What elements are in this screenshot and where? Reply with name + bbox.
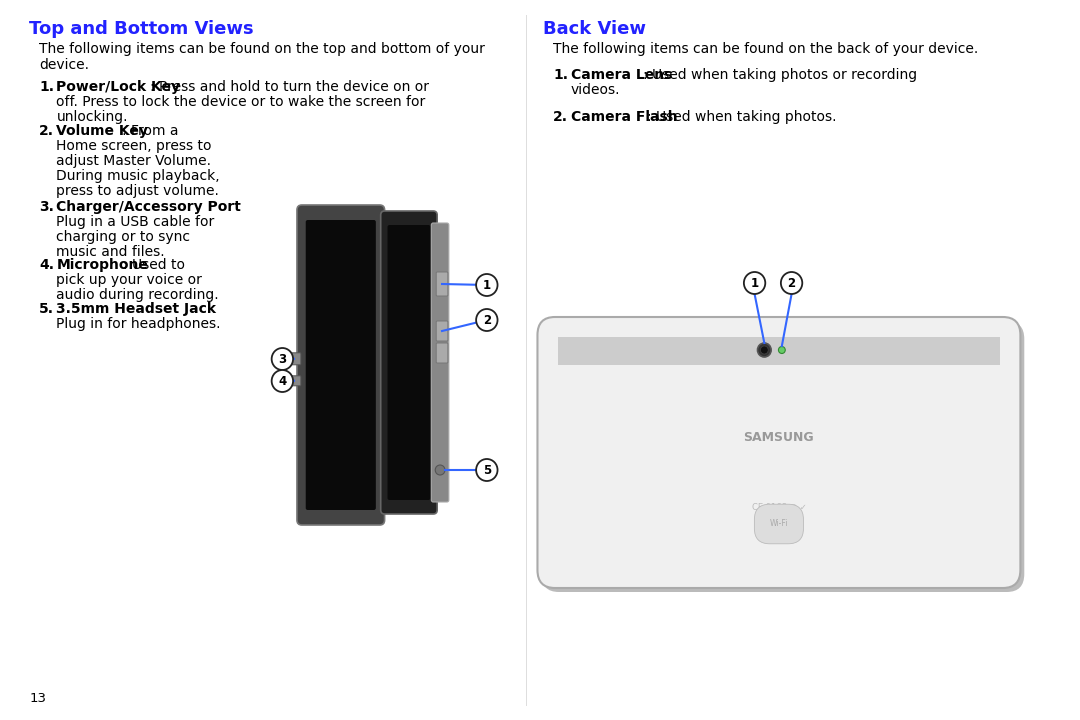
Circle shape: [744, 272, 766, 294]
Text: 1.: 1.: [553, 68, 568, 82]
FancyBboxPatch shape: [297, 205, 384, 525]
FancyBboxPatch shape: [381, 211, 437, 514]
Text: 1.: 1.: [39, 80, 54, 94]
Text: adjust Master Volume.: adjust Master Volume.: [56, 154, 212, 168]
Text: device.: device.: [39, 58, 89, 72]
Text: press to adjust volume.: press to adjust volume.: [56, 184, 219, 198]
Text: 1: 1: [483, 279, 491, 292]
Text: 3.5mm Headset Jack: 3.5mm Headset Jack: [56, 302, 216, 316]
FancyBboxPatch shape: [286, 353, 301, 365]
Circle shape: [757, 343, 771, 357]
Text: : Press and hold to turn the device on or: : Press and hold to turn the device on o…: [150, 80, 429, 94]
Text: Home screen, press to: Home screen, press to: [56, 139, 212, 153]
FancyBboxPatch shape: [436, 343, 448, 363]
Circle shape: [760, 346, 768, 354]
Circle shape: [779, 346, 785, 354]
Text: 13: 13: [29, 692, 46, 705]
Circle shape: [476, 274, 498, 296]
Text: 5.: 5.: [39, 302, 54, 316]
Text: Volume Key: Volume Key: [56, 124, 148, 138]
FancyBboxPatch shape: [436, 321, 448, 341]
Text: During music playback,: During music playback,: [56, 169, 220, 183]
Text: 2.: 2.: [553, 110, 568, 124]
Text: 4.: 4.: [39, 258, 54, 272]
Text: : From a: : From a: [122, 124, 178, 138]
Circle shape: [476, 459, 498, 481]
FancyBboxPatch shape: [388, 225, 430, 500]
Text: Microphone: Microphone: [56, 258, 148, 272]
Text: 2: 2: [787, 276, 796, 289]
Circle shape: [272, 370, 293, 392]
FancyBboxPatch shape: [436, 272, 448, 296]
Text: unlocking.: unlocking.: [56, 110, 127, 124]
Text: Camera Lens: Camera Lens: [570, 68, 672, 82]
Circle shape: [435, 465, 445, 475]
Text: Power/Lock Key: Power/Lock Key: [56, 80, 180, 94]
Circle shape: [476, 309, 498, 331]
Text: 5: 5: [483, 464, 491, 477]
Text: Wi-Fi: Wi-Fi: [770, 520, 788, 528]
Text: 2: 2: [483, 313, 491, 326]
FancyBboxPatch shape: [288, 376, 301, 386]
Text: : Used to: : Used to: [123, 258, 185, 272]
FancyBboxPatch shape: [538, 317, 1021, 588]
Text: : Used when taking photos.: : Used when taking photos.: [647, 110, 836, 124]
Text: music and files.: music and files.: [56, 245, 165, 259]
Text: 3.: 3.: [39, 200, 54, 214]
Text: CE 0168 ① ✓: CE 0168 ① ✓: [752, 503, 807, 513]
Text: audio during recording.: audio during recording.: [56, 288, 219, 302]
Text: Back View: Back View: [543, 20, 646, 38]
Text: off. Press to lock the device or to wake the screen for: off. Press to lock the device or to wake…: [56, 95, 426, 109]
Text: Top and Bottom Views: Top and Bottom Views: [29, 20, 254, 38]
FancyBboxPatch shape: [306, 220, 376, 510]
FancyBboxPatch shape: [558, 337, 1000, 365]
Circle shape: [781, 272, 802, 294]
Text: Plug in a USB cable for: Plug in a USB cable for: [56, 215, 215, 229]
Text: charging or to sync: charging or to sync: [56, 230, 190, 244]
Text: videos.: videos.: [570, 83, 620, 97]
Text: SAMSUNG: SAMSUNG: [744, 431, 814, 444]
Text: pick up your voice or: pick up your voice or: [56, 273, 202, 287]
Circle shape: [272, 348, 293, 370]
Text: Charger/Accessory Port: Charger/Accessory Port: [56, 200, 241, 214]
Text: : Used when taking photos or recording: : Used when taking photos or recording: [643, 68, 917, 82]
Text: 1: 1: [751, 276, 758, 289]
Text: 3: 3: [279, 353, 286, 366]
FancyBboxPatch shape: [431, 223, 449, 502]
Text: 2.: 2.: [39, 124, 54, 138]
Text: The following items can be found on the back of your device.: The following items can be found on the …: [553, 42, 978, 56]
Text: Plug in for headphones.: Plug in for headphones.: [56, 317, 221, 331]
Text: The following items can be found on the top and bottom of your: The following items can be found on the …: [39, 42, 485, 56]
FancyBboxPatch shape: [541, 321, 1024, 592]
Text: Camera Flash: Camera Flash: [570, 110, 677, 124]
Text: 4: 4: [279, 374, 286, 387]
